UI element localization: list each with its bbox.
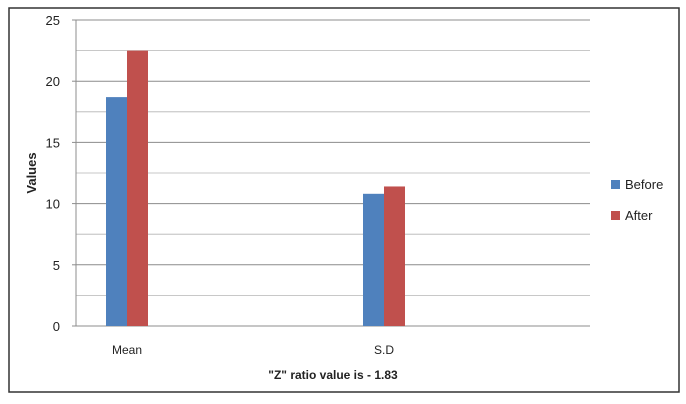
- y-tick-label: 20: [46, 74, 60, 89]
- y-axis-title: Values: [24, 152, 39, 193]
- legend-swatch-before: [611, 180, 620, 189]
- bar-after-sd: [384, 186, 405, 326]
- x-tick-label: Mean: [112, 343, 142, 357]
- y-tick-label: 10: [46, 197, 60, 212]
- y-tick-label: 5: [53, 258, 60, 273]
- legend-label-before: Before: [625, 177, 663, 192]
- legend-swatch-after: [611, 211, 620, 220]
- x-tick-label: S.D: [374, 343, 394, 357]
- axis-labels: 0 5 10 15 20 25 Mean S.D Values "Z" ratio value i…: [24, 13, 398, 382]
- y-tick-label: 0: [53, 319, 60, 334]
- x-axis-title: "Z" ratio value is - 1.83: [268, 368, 398, 382]
- bar-before-mean: [106, 97, 127, 326]
- axes: [72, 19, 590, 327]
- legend: Before After: [611, 177, 663, 223]
- bars: [106, 50, 405, 326]
- legend-label-after: After: [625, 208, 653, 223]
- y-tick-label: 15: [46, 135, 60, 150]
- bar-before-sd: [363, 193, 384, 326]
- y-tick-label: 25: [46, 13, 60, 28]
- gridlines: [76, 19, 590, 296]
- bar-after-mean: [127, 50, 148, 326]
